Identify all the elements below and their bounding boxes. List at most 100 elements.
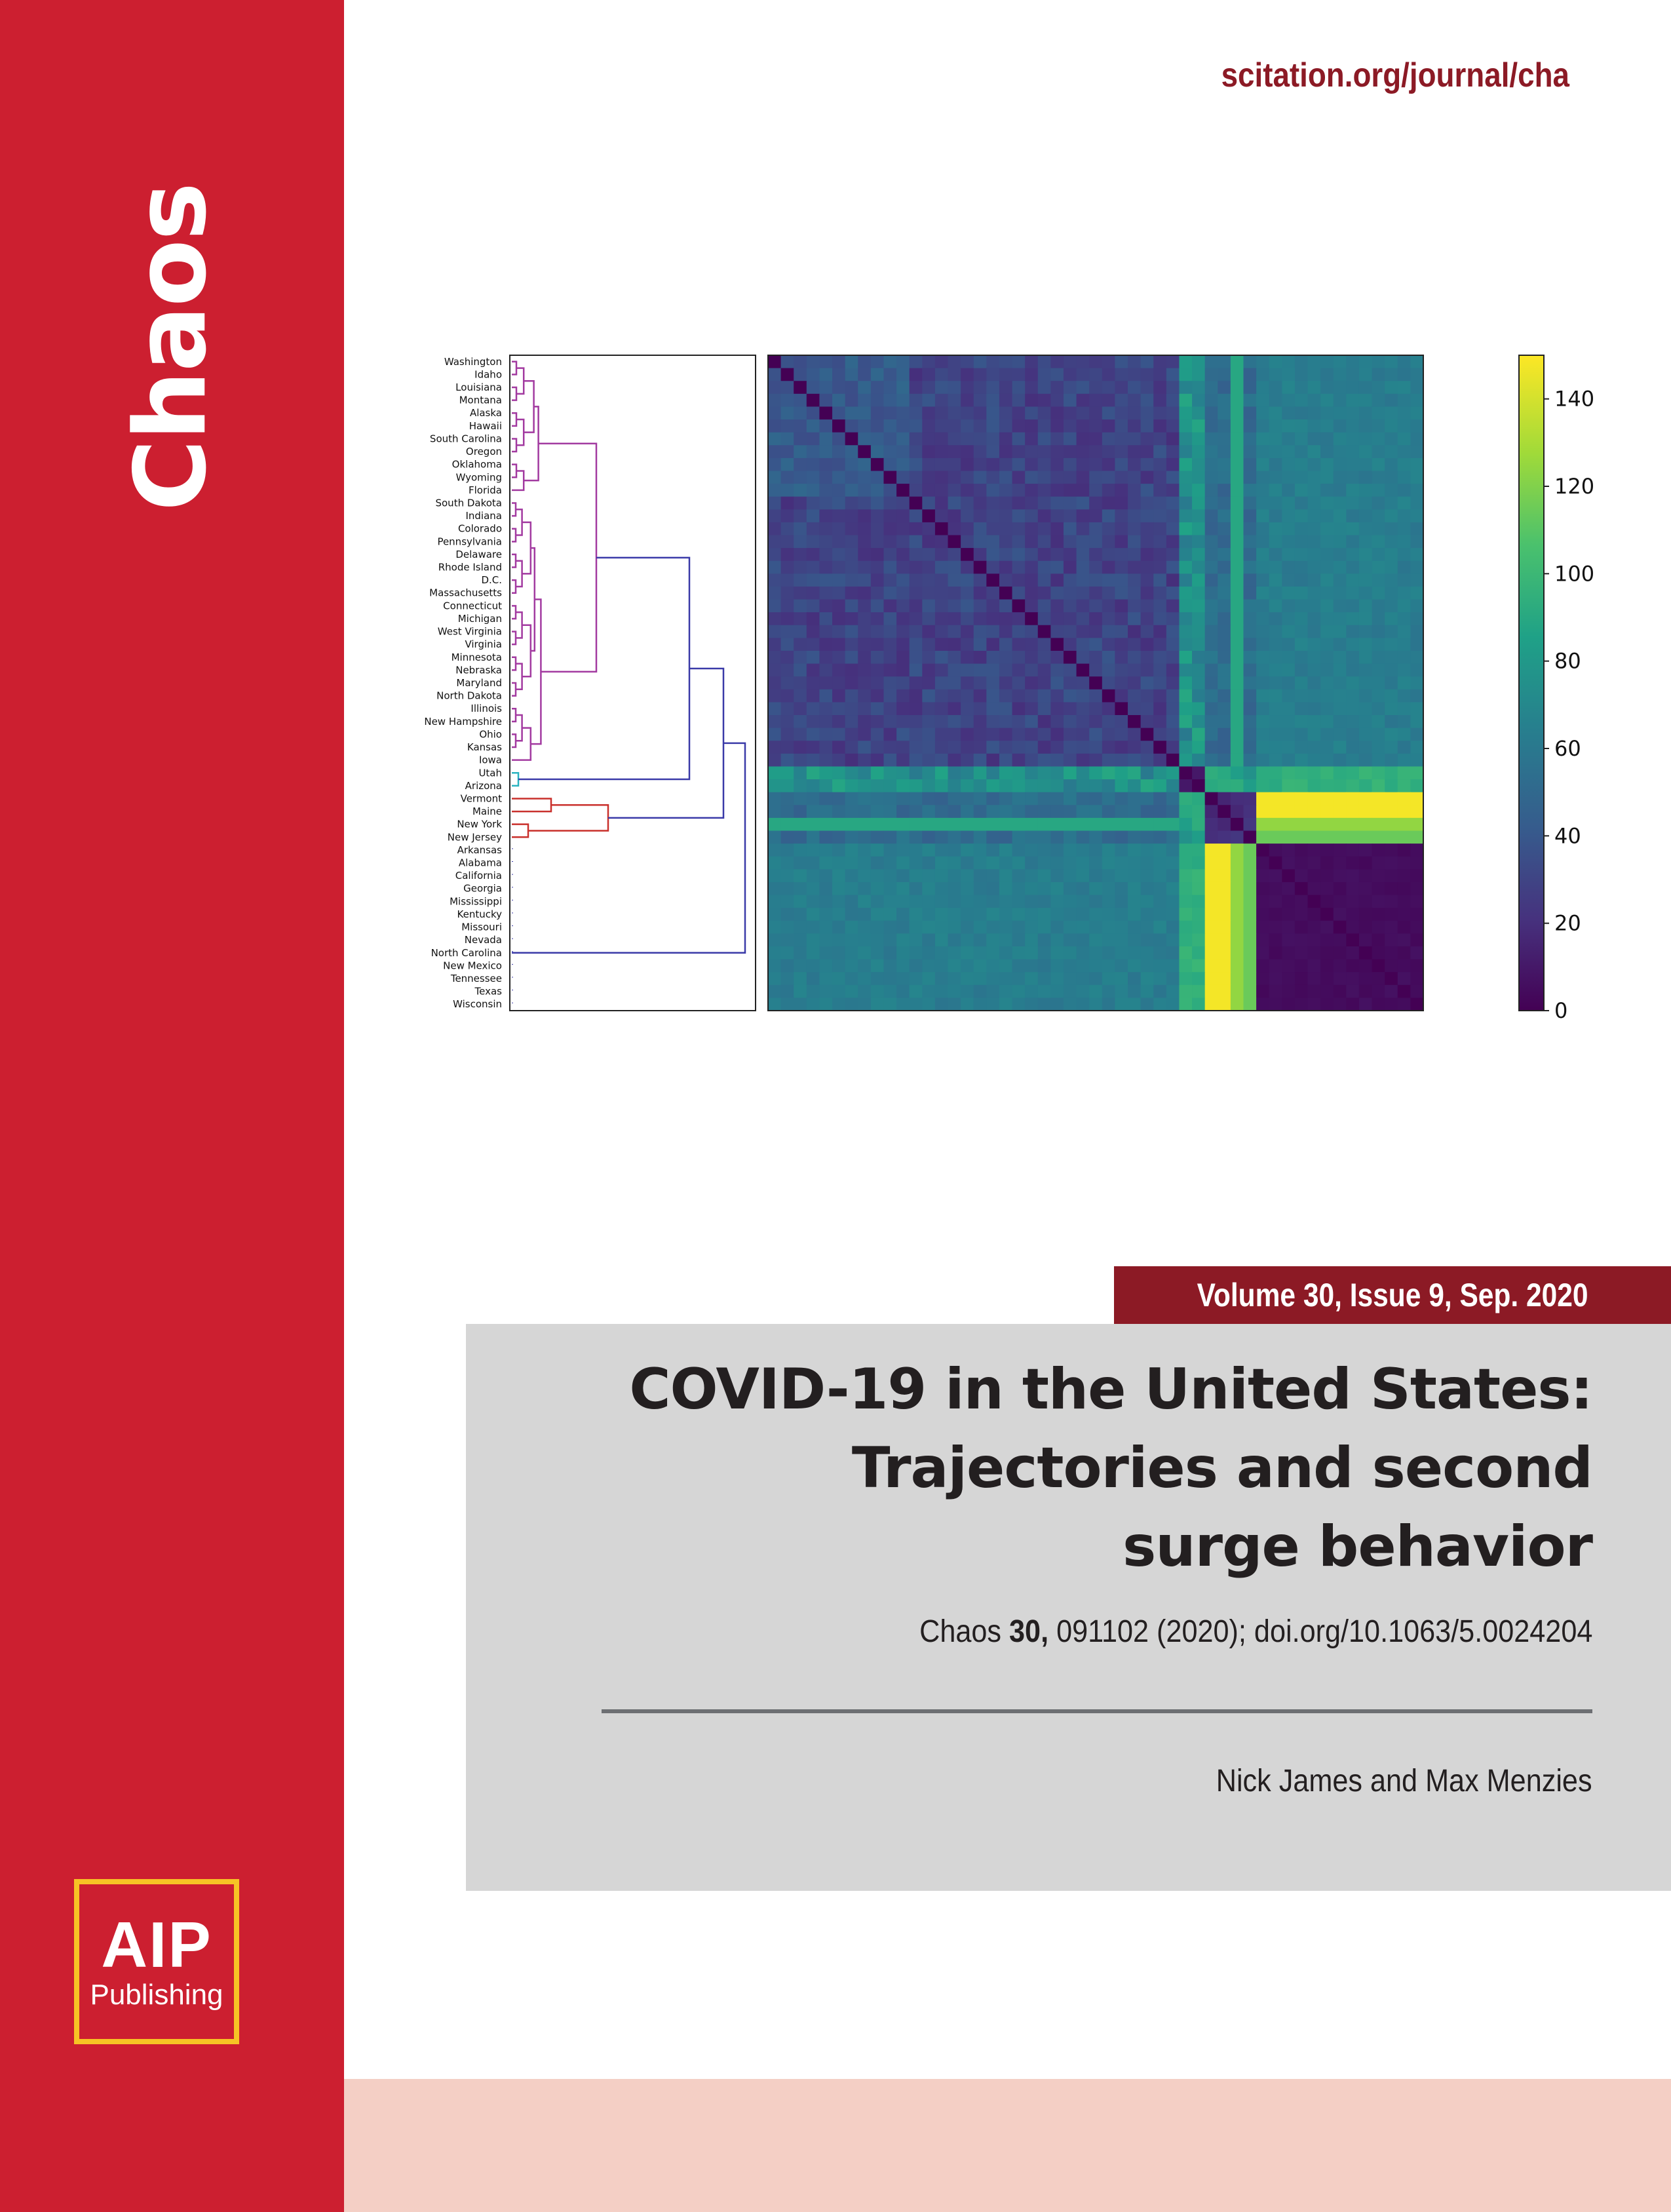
heatmap-cell (1115, 972, 1128, 986)
heatmap-cell (1372, 612, 1385, 626)
heatmap-cell (1102, 650, 1116, 665)
heatmap-cell (794, 805, 807, 819)
heatmap-cell (1269, 663, 1282, 677)
heatmap-cell (1025, 676, 1039, 690)
heatmap-cell (845, 393, 858, 408)
heatmap-cell (1294, 805, 1309, 819)
heatmap-cell (961, 573, 974, 587)
heatmap-cell (1102, 355, 1116, 369)
heatmap-cell (922, 753, 936, 767)
heatmap-cell (1282, 933, 1296, 947)
heatmap-cell (934, 509, 949, 523)
heatmap-cell (1307, 856, 1321, 870)
heatmap-cell (1358, 933, 1373, 947)
heatmap-cell (780, 663, 794, 677)
heatmap-cell (780, 406, 794, 420)
heatmap-cell (780, 381, 794, 395)
heatmap-cell (1037, 895, 1051, 908)
heatmap-cell (1358, 895, 1373, 908)
heatmap-cell (1282, 509, 1296, 523)
heatmap-cell (1307, 484, 1321, 497)
heatmap-cell (1166, 509, 1180, 523)
heatmap-cell (986, 702, 1000, 716)
heatmap-cell (806, 573, 820, 587)
heatmap-cell (999, 432, 1013, 446)
heatmap-cell (934, 908, 949, 922)
heatmap-cell (858, 676, 872, 690)
heatmap-cell (896, 689, 910, 703)
heatmap-cell (1192, 471, 1206, 484)
heatmap-cell (1025, 741, 1039, 754)
heatmap-cell (1410, 406, 1424, 420)
heatmap-cell (948, 920, 961, 934)
heatmap-cell (1204, 432, 1218, 446)
heatmap-cell (1140, 984, 1154, 998)
heatmap-cell (832, 496, 846, 510)
heatmap-cell (870, 496, 885, 510)
heatmap-cell (1037, 535, 1051, 549)
heatmap-cell (1179, 496, 1193, 510)
heatmap-cell (806, 753, 820, 767)
heatmap-cell (1050, 984, 1064, 998)
heatmap-cell (1320, 471, 1334, 484)
heatmap-cell (922, 895, 936, 908)
heatmap-cell (1050, 522, 1064, 536)
heatmap-cell (1128, 792, 1142, 805)
heatmap-cell (1076, 946, 1090, 960)
dendrogram (512, 360, 746, 1003)
heatmap-cell (1372, 817, 1385, 832)
heatmap-cell (1218, 998, 1231, 1011)
dendrogram-link (516, 663, 523, 691)
heatmap-cell (1037, 805, 1051, 819)
heatmap-cell (883, 368, 897, 381)
heatmap-cell (858, 844, 872, 857)
heatmap-cell (909, 856, 923, 870)
heatmap-cell (1307, 702, 1321, 716)
heatmap-cell (1076, 393, 1090, 408)
heatmap-cell (1256, 355, 1270, 369)
heatmap-cell (934, 471, 949, 484)
heatmap-cell (1372, 792, 1385, 805)
heatmap-cell (1115, 676, 1128, 690)
heatmap-cell (1333, 741, 1347, 754)
heatmap-cell (1128, 638, 1142, 651)
heatmap-cell (1269, 920, 1282, 934)
heatmap-cell (1166, 728, 1180, 741)
heatmap-cell (896, 457, 910, 472)
heatmap-cell (1385, 869, 1398, 883)
heatmap-cell (806, 548, 820, 562)
heatmap-cell (1256, 471, 1270, 484)
heatmap-cell (1037, 702, 1051, 716)
heatmap-cell (1294, 741, 1309, 754)
heatmap-cell (934, 432, 949, 446)
heatmap-cell (1358, 509, 1373, 523)
heatmap-cell (806, 830, 820, 844)
heatmap-cell (1166, 933, 1180, 947)
heatmap-cell (1358, 548, 1373, 562)
heatmap-cell (999, 856, 1013, 870)
heatmap-cell (922, 715, 936, 729)
heatmap-cell (819, 728, 833, 741)
dendrogram-link (516, 560, 523, 588)
heatmap-cell (1358, 715, 1373, 729)
heatmap-cell (832, 586, 846, 600)
heatmap-cell (858, 882, 872, 896)
heatmap-cell (1307, 728, 1321, 741)
heatmap-cell (1037, 728, 1051, 741)
heatmap-cell (1089, 766, 1103, 780)
heatmap-cell (961, 984, 974, 998)
heatmap-cell (922, 689, 936, 703)
heatmap-cell (1358, 817, 1373, 832)
heatmap-cell (1410, 509, 1424, 523)
heatmap-cell (934, 895, 949, 908)
heatmap-cell (858, 933, 872, 947)
heatmap-cell (832, 663, 846, 677)
heatmap-cell (1372, 805, 1385, 819)
heatmap-cell (806, 432, 820, 446)
heatmap-cell (1140, 946, 1154, 960)
state-label: Pennsylvania (437, 535, 502, 547)
heatmap-cell (1346, 753, 1360, 767)
heatmap-cell (1346, 920, 1360, 934)
heatmap-cell (1204, 972, 1218, 986)
journal-url[interactable]: scitation.org/journal/cha (1221, 56, 1569, 94)
